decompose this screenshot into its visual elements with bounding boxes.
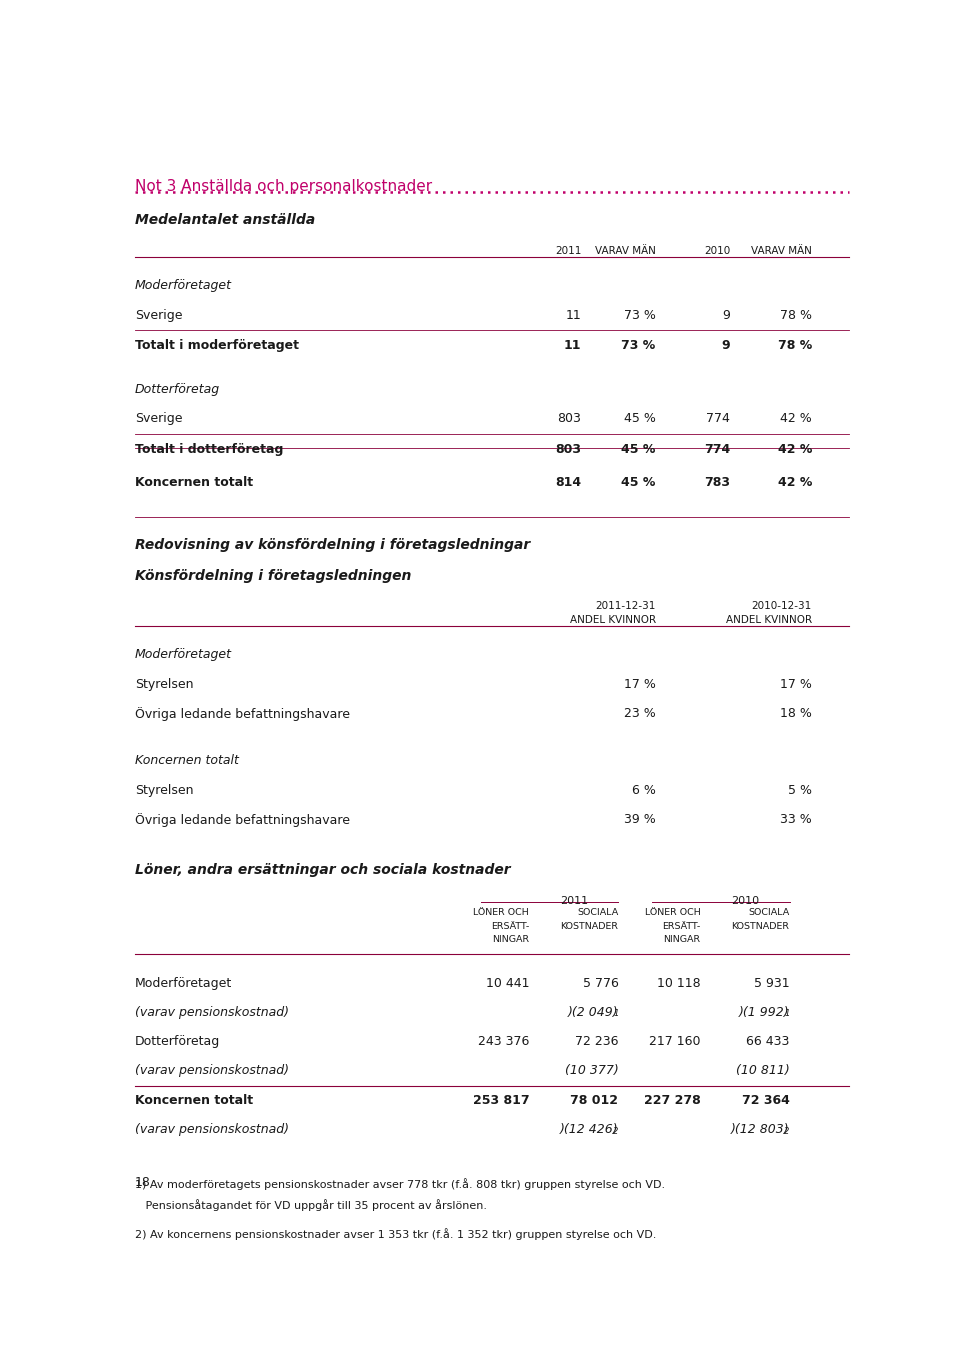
Text: )(12 426): )(12 426) xyxy=(560,1123,618,1137)
Text: Övriga ledande befattningshavare: Övriga ledande befattningshavare xyxy=(134,706,349,721)
Text: (varav pensionskostnad): (varav pensionskostnad) xyxy=(134,1123,289,1137)
Text: 1: 1 xyxy=(613,1008,618,1018)
Text: 2010-12-31: 2010-12-31 xyxy=(752,601,812,610)
Text: Könsfördelning i företagsledningen: Könsfördelning i företagsledningen xyxy=(134,570,411,583)
Text: Styrelsen: Styrelsen xyxy=(134,678,193,690)
Text: Pensionsåtagandet för VD uppgår till 35 procent av årslönen.: Pensionsåtagandet för VD uppgår till 35 … xyxy=(134,1199,487,1211)
Text: 2: 2 xyxy=(784,1126,789,1135)
Text: 42 %: 42 % xyxy=(778,443,812,455)
Text: 18 %: 18 % xyxy=(780,706,812,720)
Text: 45 %: 45 % xyxy=(621,443,656,455)
Text: )(12 803): )(12 803) xyxy=(731,1123,789,1137)
Text: 2011: 2011 xyxy=(560,896,588,906)
Text: 1) Av moderföretagets pensionskostnader avser 778 tkr (f.å. 808 tkr) gruppen sty: 1) Av moderföretagets pensionskostnader … xyxy=(134,1179,665,1191)
Text: KOSTNADER: KOSTNADER xyxy=(561,922,618,930)
Text: (varav pensionskostnad): (varav pensionskostnad) xyxy=(134,1064,289,1077)
Text: 66 433: 66 433 xyxy=(746,1035,789,1048)
Text: 2011: 2011 xyxy=(555,246,581,256)
Text: Koncernen totalt: Koncernen totalt xyxy=(134,1095,253,1107)
Text: 6 %: 6 % xyxy=(632,783,656,796)
Text: )(1 992): )(1 992) xyxy=(739,1006,789,1019)
Text: 72 364: 72 364 xyxy=(742,1095,789,1107)
Text: 10 118: 10 118 xyxy=(657,977,701,990)
Text: VARAV MÄN: VARAV MÄN xyxy=(595,246,656,256)
Text: 78 %: 78 % xyxy=(780,309,812,321)
Text: Sverige: Sverige xyxy=(134,413,182,425)
Text: Moderföretaget: Moderföretaget xyxy=(134,977,232,990)
Text: 73 %: 73 % xyxy=(624,309,656,321)
Text: Styrelsen: Styrelsen xyxy=(134,783,193,796)
Text: 10 441: 10 441 xyxy=(486,977,529,990)
Text: 803: 803 xyxy=(555,443,581,455)
Text: SOCIALA: SOCIALA xyxy=(749,909,789,917)
Text: Not 3 Anställda och personalkostnader: Not 3 Anställda och personalkostnader xyxy=(134,178,432,193)
Text: 45 %: 45 % xyxy=(624,413,656,425)
Text: 803: 803 xyxy=(558,413,581,425)
Text: Övriga ledande befattningshavare: Övriga ledande befattningshavare xyxy=(134,813,349,826)
Text: 774: 774 xyxy=(704,443,730,455)
Text: 227 278: 227 278 xyxy=(643,1095,701,1107)
Text: 1: 1 xyxy=(784,1008,789,1018)
Text: 783: 783 xyxy=(704,475,730,489)
Text: NINGAR: NINGAR xyxy=(663,936,701,944)
Text: 45 %: 45 % xyxy=(621,475,656,489)
Text: 2011-12-31: 2011-12-31 xyxy=(595,601,656,610)
Text: 253 817: 253 817 xyxy=(472,1095,529,1107)
Text: 2: 2 xyxy=(613,1126,618,1135)
Text: 17 %: 17 % xyxy=(624,678,656,690)
Text: 9: 9 xyxy=(722,339,730,351)
Text: Moderföretaget: Moderföretaget xyxy=(134,279,232,293)
Text: ANDEL KVINNOR: ANDEL KVINNOR xyxy=(726,616,812,625)
Text: ERSÄTT-: ERSÄTT- xyxy=(491,922,529,930)
Text: 243 376: 243 376 xyxy=(478,1035,529,1048)
Text: 72 236: 72 236 xyxy=(575,1035,618,1048)
Text: 23 %: 23 % xyxy=(624,706,656,720)
Text: (10 377): (10 377) xyxy=(564,1064,618,1077)
Text: Löner, andra ersättningar och sociala kostnader: Löner, andra ersättningar och sociala ko… xyxy=(134,863,511,876)
Text: VARAV MÄN: VARAV MÄN xyxy=(751,246,812,256)
Text: 11: 11 xyxy=(564,339,581,351)
Text: Moderföretaget: Moderföretaget xyxy=(134,648,232,662)
Text: Dotterföretag: Dotterföretag xyxy=(134,383,220,397)
Text: ANDEL KVINNOR: ANDEL KVINNOR xyxy=(569,616,656,625)
Text: KOSTNADER: KOSTNADER xyxy=(732,922,789,930)
Text: Medelantalet anställda: Medelantalet anställda xyxy=(134,213,315,227)
Text: 73 %: 73 % xyxy=(621,339,656,351)
Text: LÖNER OCH: LÖNER OCH xyxy=(644,909,701,917)
Text: 2010: 2010 xyxy=(704,246,730,256)
Text: Totalt i dotterföretag: Totalt i dotterföretag xyxy=(134,443,283,455)
Text: SOCIALA: SOCIALA xyxy=(577,909,618,917)
Text: (10 811): (10 811) xyxy=(736,1064,789,1077)
Text: Koncernen totalt: Koncernen totalt xyxy=(134,475,253,489)
Text: 78 012: 78 012 xyxy=(570,1095,618,1107)
Text: Totalt i moderföretaget: Totalt i moderföretaget xyxy=(134,339,299,351)
Text: 5 %: 5 % xyxy=(788,783,812,796)
Text: 42 %: 42 % xyxy=(778,475,812,489)
Text: 78 %: 78 % xyxy=(778,339,812,351)
Text: 5 931: 5 931 xyxy=(754,977,789,990)
Text: 2) Av koncernens pensionskostnader avser 1 353 tkr (f.å. 1 352 tkr) gruppen styr: 2) Av koncernens pensionskostnader avser… xyxy=(134,1228,657,1241)
Text: 217 160: 217 160 xyxy=(649,1035,701,1048)
Text: Dotterföretag: Dotterföretag xyxy=(134,1035,220,1048)
Text: 17 %: 17 % xyxy=(780,678,812,690)
Text: LÖNER OCH: LÖNER OCH xyxy=(473,909,529,917)
Text: 814: 814 xyxy=(555,475,581,489)
Text: (varav pensionskostnad): (varav pensionskostnad) xyxy=(134,1006,289,1019)
Text: Redovisning av könsfördelning i företagsledningar: Redovisning av könsfördelning i företags… xyxy=(134,539,530,552)
Text: 5 776: 5 776 xyxy=(583,977,618,990)
Text: 42 %: 42 % xyxy=(780,413,812,425)
Text: ERSÄTT-: ERSÄTT- xyxy=(662,922,701,930)
Text: 33 %: 33 % xyxy=(780,813,812,826)
Text: 9: 9 xyxy=(722,309,730,321)
Text: 11: 11 xyxy=(565,309,581,321)
Text: 39 %: 39 % xyxy=(624,813,656,826)
Text: Koncernen totalt: Koncernen totalt xyxy=(134,755,239,767)
Text: NINGAR: NINGAR xyxy=(492,936,529,944)
Text: 2010: 2010 xyxy=(731,896,759,906)
Text: 18: 18 xyxy=(134,1176,151,1189)
Text: Sverige: Sverige xyxy=(134,309,182,321)
Text: )(2 049): )(2 049) xyxy=(568,1006,618,1019)
Text: 774: 774 xyxy=(707,413,730,425)
